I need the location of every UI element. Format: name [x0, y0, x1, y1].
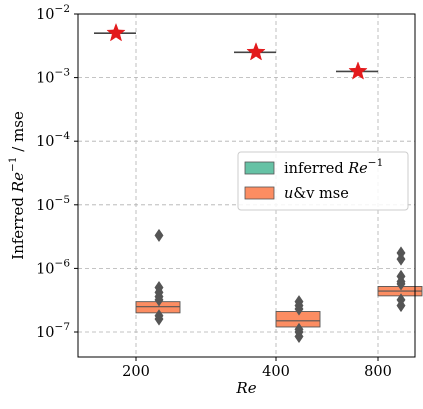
inferred-star-marker — [246, 42, 266, 61]
y-tick-label: 10−5 — [36, 194, 70, 214]
mse-outlier — [154, 228, 164, 243]
y-tick-exponent: −7 — [55, 321, 70, 333]
legend-frame — [237, 151, 409, 211]
y-tick-base: 10 — [36, 71, 54, 87]
mse-outlier — [294, 329, 304, 344]
legend-label-sup: −1 — [368, 157, 383, 169]
legend-swatch — [244, 161, 275, 175]
y-tick-base: 10 — [36, 134, 54, 150]
inferred-star-marker — [106, 22, 126, 42]
y-axis-title-suffix: / mse — [9, 111, 27, 157]
legend-label: inferred Re−1 — [284, 157, 383, 177]
mse-outlier — [294, 302, 304, 316]
y-tick-label: 10−4 — [36, 130, 70, 150]
y-axis-title-sup: −1 — [7, 157, 19, 172]
y-tick-exponent: −4 — [55, 130, 71, 142]
legend: inferred Re−1 u&v mse — [237, 151, 409, 211]
y-tick-base: 10 — [36, 261, 54, 277]
x-tick-label: 400 — [262, 364, 290, 380]
legend-label: u&v mse — [284, 186, 349, 202]
y-tick-label: 10−2 — [36, 3, 70, 23]
x-tick-label: 200 — [122, 364, 150, 380]
y-tick-base: 10 — [36, 7, 54, 23]
y-tick-label: 10−3 — [36, 67, 70, 87]
mse-outlier — [396, 252, 406, 266]
plot-frame — [77, 13, 416, 358]
y-tick-base: 10 — [36, 325, 54, 341]
y-tick-base: 10 — [36, 198, 54, 214]
mse-outlier — [154, 293, 164, 307]
mse-outlier — [154, 312, 164, 326]
y-tick-label: 10−6 — [36, 257, 70, 277]
mse-outlier — [396, 298, 406, 313]
y-tick-exponent: −3 — [55, 67, 70, 79]
y-tick-exponent: −5 — [55, 194, 70, 206]
legend-label-suffix: &v mse — [293, 186, 348, 202]
y-axis-title: Inferred Re−1 / mse — [7, 111, 27, 260]
legend-label-italic: u — [284, 186, 293, 202]
legend-label-italic: Re — [347, 161, 368, 177]
legend-swatch — [244, 186, 275, 200]
y-tick-exponent: −2 — [55, 3, 70, 15]
plot-marks — [94, 22, 423, 344]
x-tick-label: 800 — [364, 364, 392, 380]
x-axis-title: Re — [235, 379, 256, 397]
inferred-star-marker — [348, 61, 368, 80]
y-axis-title-re: Re — [9, 172, 27, 193]
y-axis-title-prefix: Inferred — [9, 192, 27, 260]
mse-outlier — [396, 277, 406, 291]
y-tick-label: 10−7 — [36, 321, 70, 341]
y-tick-exponent: −6 — [55, 257, 71, 269]
legend-label-prefix: inferred — [284, 161, 348, 177]
